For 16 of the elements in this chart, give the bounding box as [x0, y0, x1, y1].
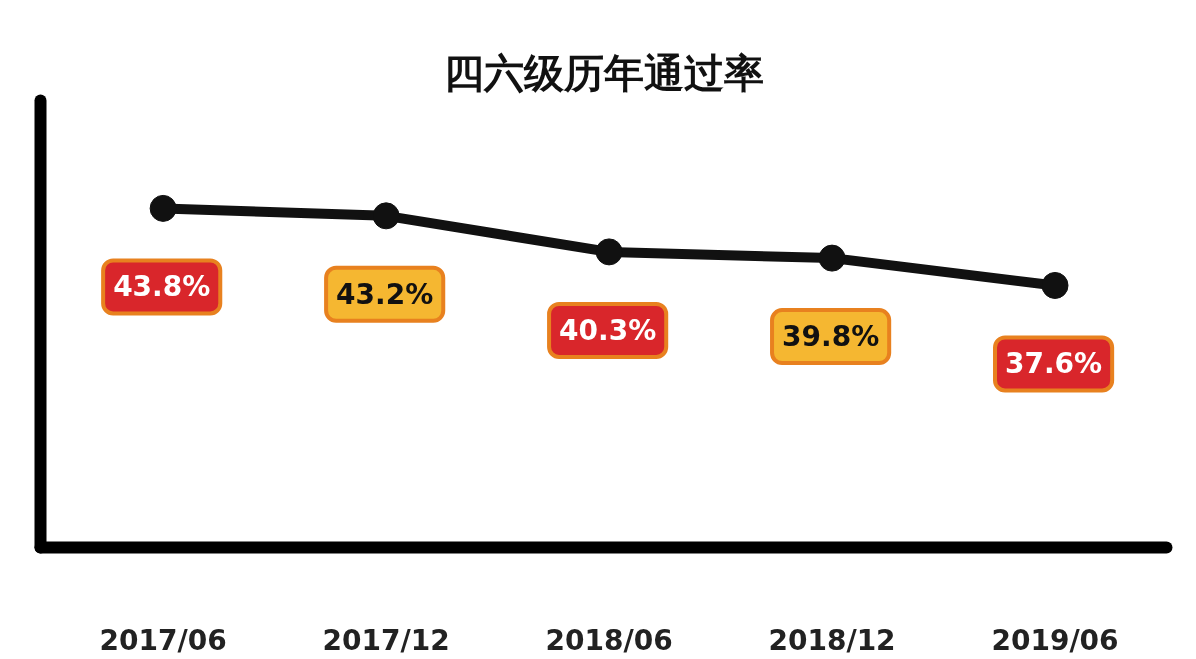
chart-title: 四六级历年通过率	[443, 49, 764, 96]
x-tick-label: 2017/12	[322, 623, 450, 657]
x-tick-label: 2018/12	[768, 623, 896, 657]
data-label: 40.3%	[559, 313, 657, 347]
point	[818, 244, 846, 272]
data-label: 43.2%	[336, 277, 434, 311]
point	[595, 238, 623, 266]
data-label: 43.8%	[113, 270, 211, 304]
point	[149, 194, 177, 222]
x-tick-label: 2019/06	[991, 623, 1119, 657]
data-label: 39.8%	[782, 320, 880, 354]
data-label: 37.6%	[1005, 347, 1103, 381]
point	[1041, 271, 1069, 299]
x-tick-label: 2018/06	[545, 623, 673, 657]
x-tick-label: 2017/06	[99, 623, 227, 657]
point	[372, 202, 400, 230]
